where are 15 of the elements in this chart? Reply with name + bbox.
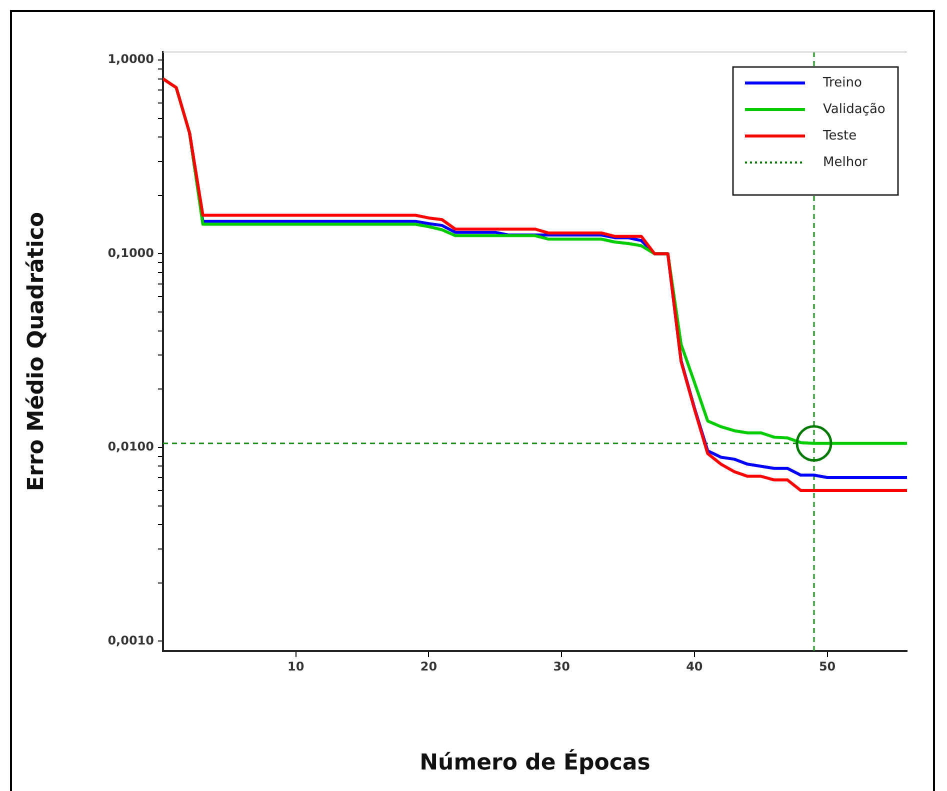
y-tick-label: 0,0010 (108, 633, 154, 648)
x-axis-title: Número de Épocas (420, 748, 650, 776)
y-tick-label: 0,0100 (108, 440, 154, 454)
y-tick-label: 0,1000 (108, 246, 154, 260)
legend-label: Teste (822, 128, 857, 144)
x-tick-label: 40 (686, 659, 703, 674)
legend-label: Melhor (823, 154, 868, 170)
x-tick-label: 50 (818, 659, 836, 674)
x-tick-label: 30 (553, 659, 570, 674)
y-tick-label: 1,0000 (108, 52, 154, 66)
legend-label: Validação (823, 102, 886, 117)
x-tick-label: 10 (288, 659, 304, 674)
y-axis-title: Erro Médio Quadrático (24, 212, 49, 492)
x-tick-label: 20 (420, 659, 438, 674)
legend-label: Treino (822, 75, 862, 90)
